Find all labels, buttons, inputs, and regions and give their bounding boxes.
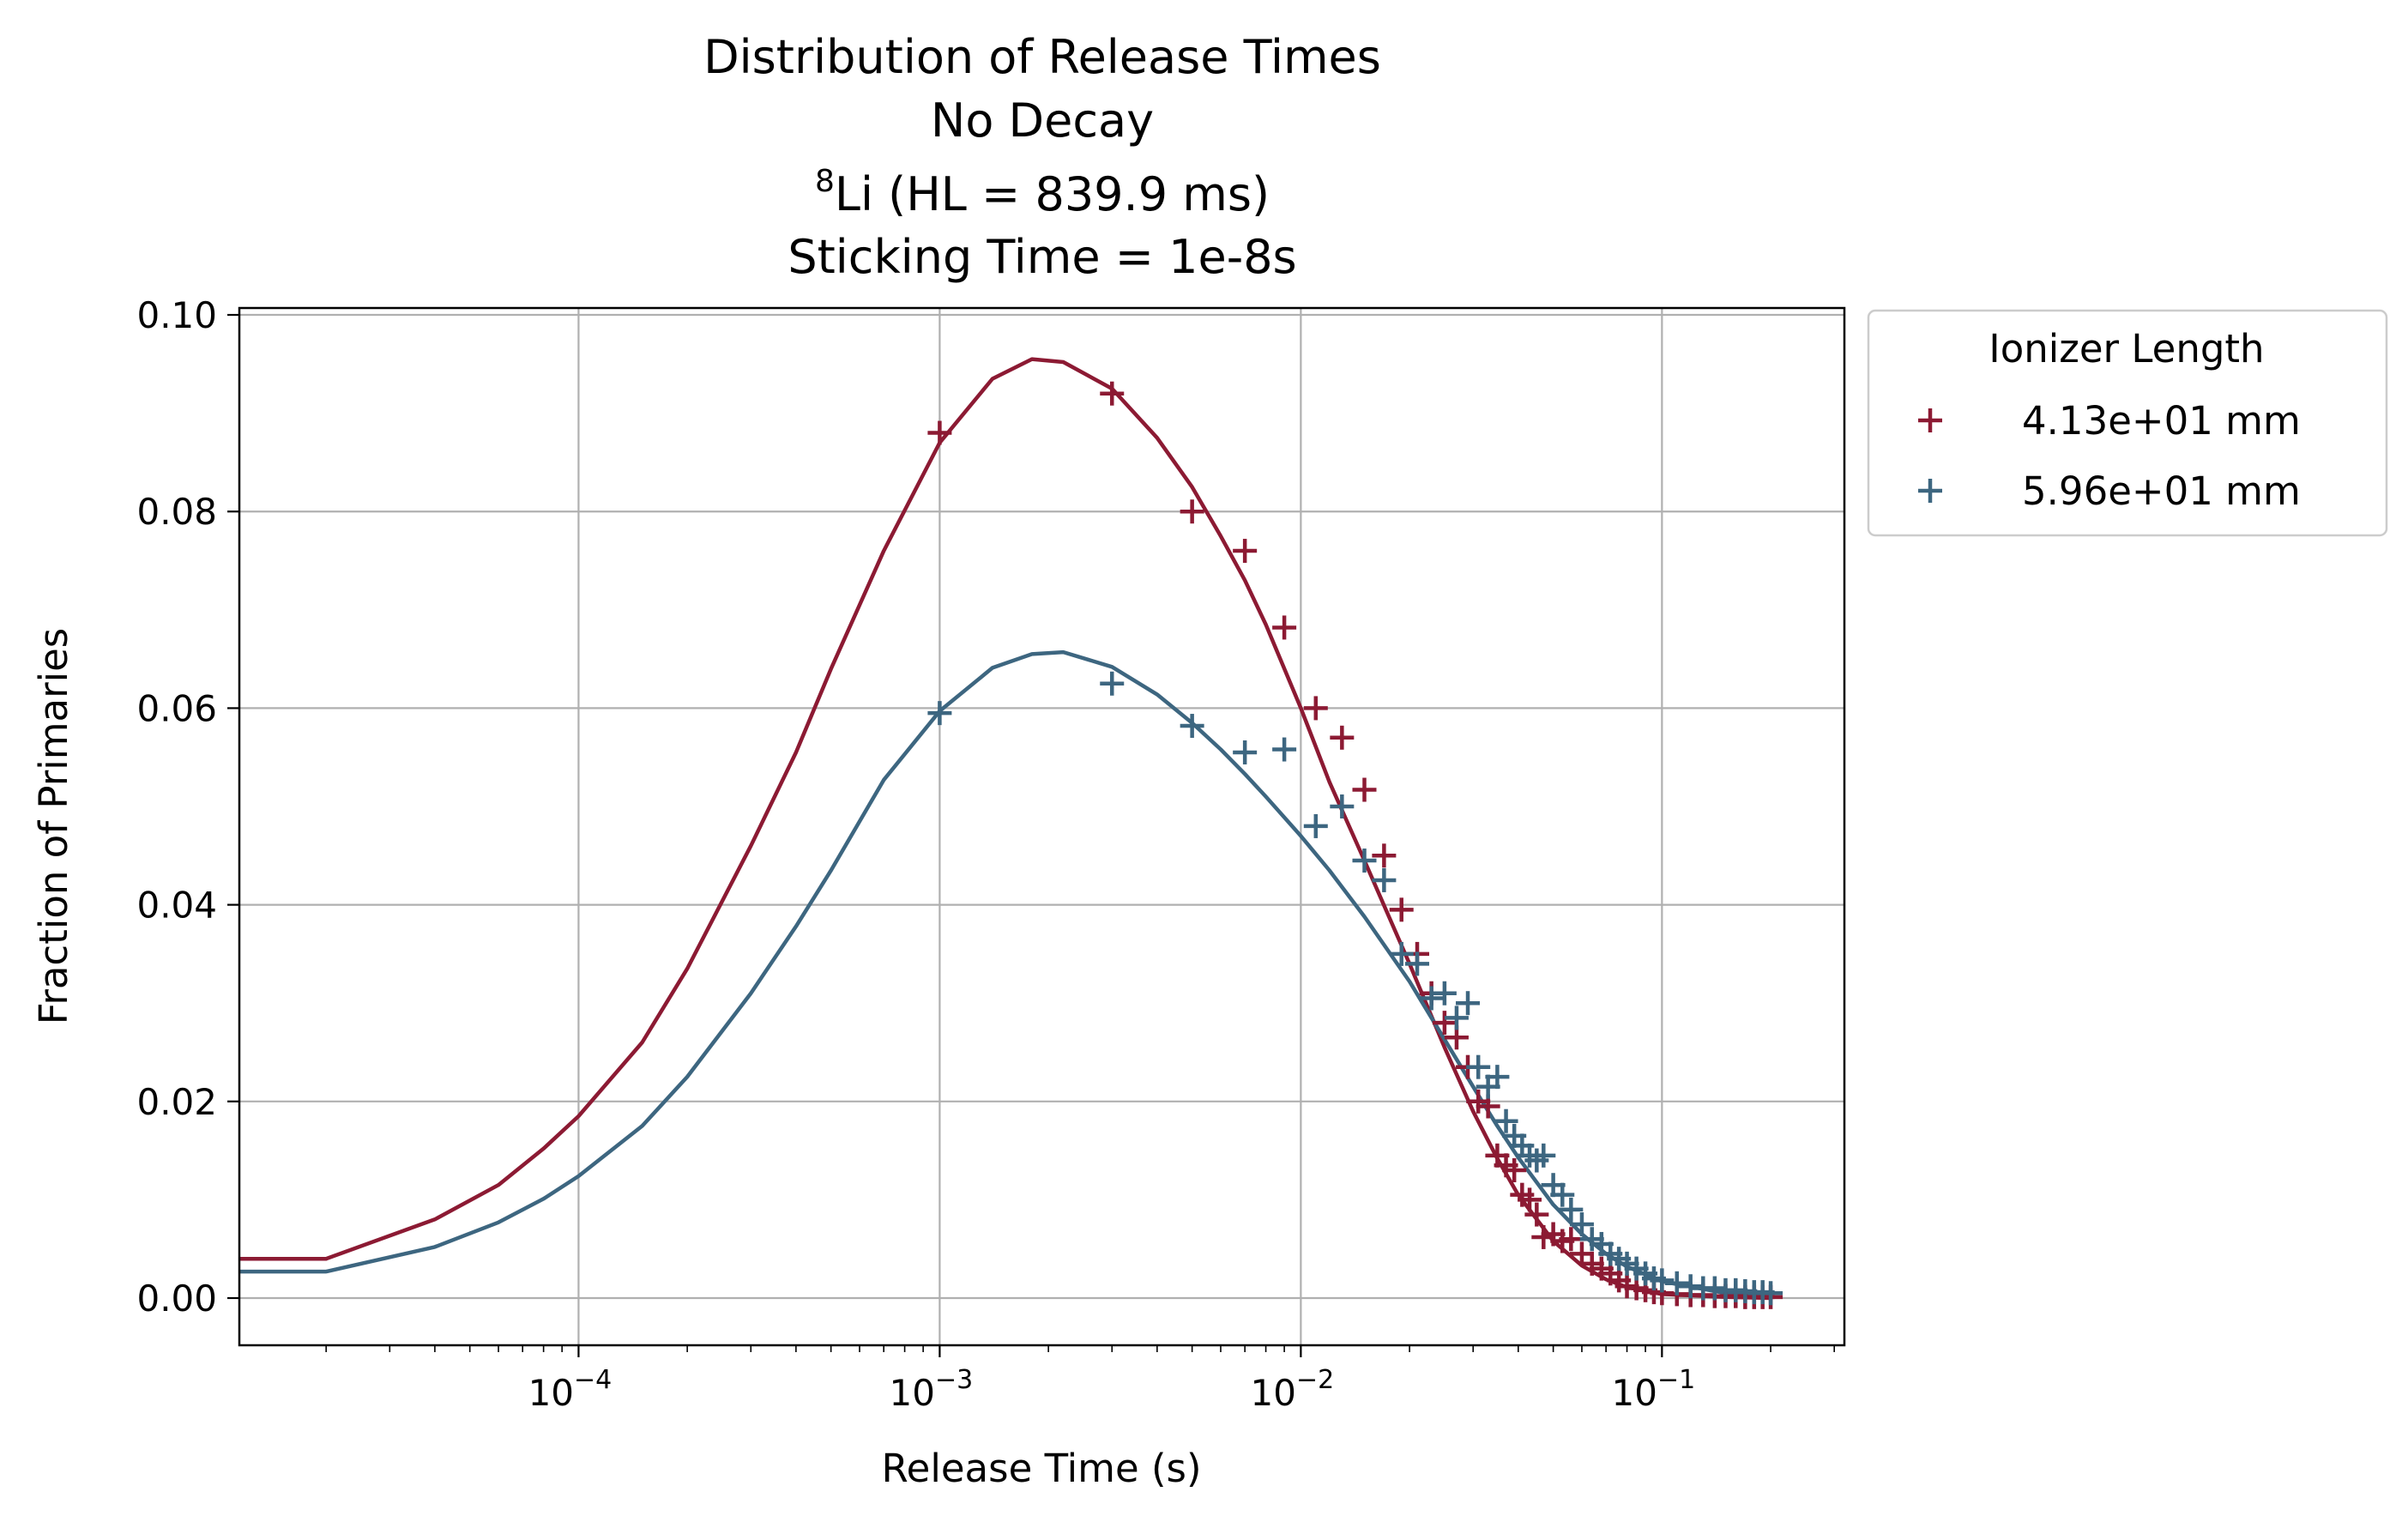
title-line-2: No Decay	[931, 94, 1154, 148]
data-point	[1233, 539, 1258, 564]
data-point	[1405, 951, 1430, 976]
title-line-3: 8Li (HL = 839.9 ms)	[815, 164, 1270, 221]
data-point	[1432, 981, 1457, 1006]
y-axis-label: Fraction of Primaries	[31, 628, 76, 1025]
data-point	[1180, 499, 1204, 524]
x-tick-label: 10−1	[1612, 1365, 1696, 1414]
data-point	[1100, 381, 1125, 406]
data-point	[1759, 1281, 1783, 1306]
data-point	[1664, 1271, 1689, 1296]
data-point	[1569, 1212, 1594, 1237]
data-point	[1330, 794, 1355, 819]
axis-ticks: 10−4 10−3 10−2 10−10.000.020.040.060.080.10	[136, 294, 1836, 1414]
data-point	[1432, 1011, 1457, 1036]
y-tick-label: 0.02	[136, 1081, 217, 1123]
data-point	[927, 420, 952, 445]
data-point	[1372, 843, 1397, 868]
y-tick-label: 0.08	[136, 491, 217, 533]
data-point	[1518, 1187, 1542, 1212]
x-tick-label-base: 10	[1251, 1372, 1296, 1414]
y-tick-label: 0.04	[136, 885, 217, 927]
legend-box	[1867, 309, 2388, 537]
data-point	[1272, 615, 1297, 640]
legend-plus-marker	[1918, 408, 1942, 432]
data-point	[1419, 986, 1444, 1011]
grid-lines	[239, 308, 1844, 1345]
title-line-4: Sticking Time = 1e-8s	[788, 230, 1296, 284]
legend-label-4.13e+01-mm: 4.13e+01 mm	[2022, 398, 2301, 444]
x-tick-label-exponent: −1	[1657, 1365, 1695, 1395]
data-point	[1389, 941, 1414, 966]
y-tick-label: 0.10	[136, 294, 217, 336]
x-tick-label-base: 10	[890, 1372, 935, 1414]
data-point	[1466, 1054, 1491, 1079]
data-point	[1330, 725, 1355, 750]
x-tick-label-base: 10	[528, 1372, 574, 1414]
data-point	[1531, 1143, 1556, 1168]
chart-title: Distribution of Release Times No Decay 8…	[703, 30, 1381, 284]
title-line-1: Distribution of Release Times	[703, 30, 1381, 84]
data-point	[1702, 1276, 1727, 1301]
data-point	[1524, 1202, 1549, 1227]
data-point	[1550, 1182, 1575, 1207]
x-axis-label: Release Time (s)	[881, 1446, 1201, 1491]
data-point	[1352, 849, 1377, 873]
legend-marker-5.96e+01-mm	[1918, 479, 1942, 503]
data-point	[1389, 897, 1414, 922]
data-point	[1303, 696, 1328, 721]
data-point	[1180, 714, 1204, 739]
legend-label-5.96e+01-mm: 5.96e+01 mm	[2022, 468, 2301, 514]
title-isotope-text: Li (HL = 839.9 ms)	[835, 167, 1270, 221]
y-tick-label: 0.06	[136, 687, 217, 729]
x-tick-label-base: 10	[1612, 1372, 1657, 1414]
x-tick-label-exponent: −3	[935, 1365, 973, 1395]
legend-marker-4.13e+01-mm	[1918, 408, 1942, 432]
x-tick-label: 10−2	[1251, 1365, 1335, 1414]
data-point	[1456, 991, 1481, 1016]
plot-area-frame	[238, 306, 1846, 1347]
x-tick-label-exponent: −2	[1296, 1365, 1334, 1395]
x-tick-label: 10−4	[528, 1365, 613, 1414]
data-point	[1559, 1197, 1584, 1222]
data-point	[1272, 737, 1297, 762]
legend-plus-marker	[1918, 479, 1942, 503]
data-point	[927, 701, 952, 726]
data-point	[1485, 1065, 1510, 1090]
x-tick-label-exponent: −4	[574, 1365, 612, 1395]
data-point	[1352, 777, 1377, 802]
data-point	[1502, 1158, 1527, 1183]
y-tick-label: 0.00	[136, 1277, 217, 1320]
data-point	[1678, 1274, 1703, 1299]
x-tick-label: 10−3	[890, 1365, 974, 1414]
title-isotope-superscript: 8	[815, 164, 835, 199]
data-points	[927, 381, 1783, 1309]
data-point	[1100, 671, 1125, 696]
data-point	[1494, 1108, 1518, 1133]
data-point	[1303, 813, 1328, 838]
data-point	[1559, 1227, 1584, 1252]
data-point	[1233, 740, 1258, 764]
legend-title: Ionizer Length	[1989, 326, 2264, 371]
data-point	[1444, 1006, 1469, 1030]
data-point	[1650, 1268, 1675, 1293]
legend: Ionizer Length 4.13e+01 mm 5.96e+01 mm	[1867, 309, 2388, 537]
data-point	[1372, 867, 1397, 892]
